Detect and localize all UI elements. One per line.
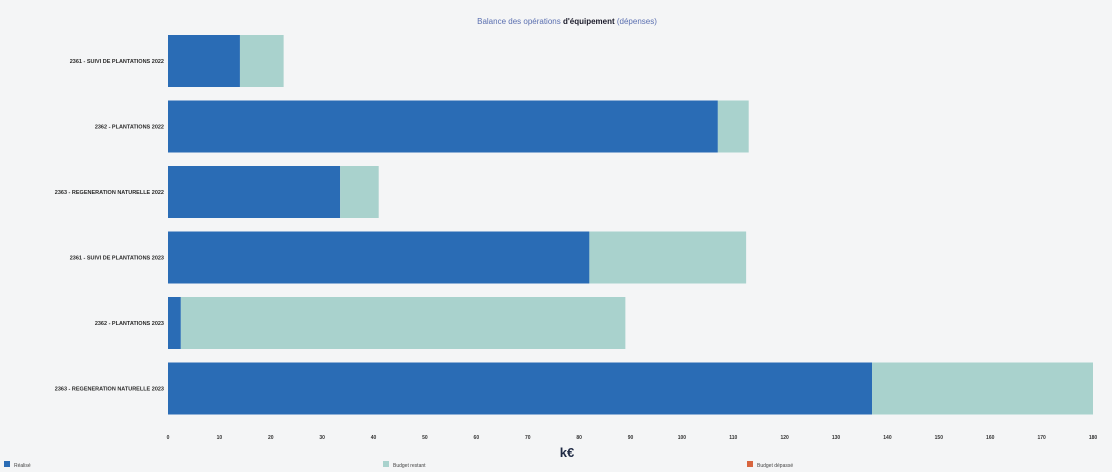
- legend-item[interactable]: Budget dépassé: [747, 461, 793, 469]
- legend-swatch: [747, 461, 753, 467]
- chart-title-part-2: d'équipement: [563, 17, 615, 26]
- category-label: 2362 - PLANTATIONS 2022: [95, 125, 164, 131]
- legend-label: Budget dépassé: [757, 463, 793, 469]
- x-tick-label: 150: [935, 435, 944, 441]
- bars-layer: [168, 35, 1093, 415]
- x-tick-label: 170: [1037, 435, 1046, 441]
- x-tick-label: 80: [576, 435, 582, 441]
- x-tick-label: 20: [268, 435, 274, 441]
- bar-segment-0[interactable]: [168, 297, 181, 349]
- x-tick-label: 30: [319, 435, 325, 441]
- bar-group: [168, 166, 379, 218]
- chart-title-part-1: Balance des opérations: [477, 17, 563, 26]
- legend-label: Budget restant: [393, 463, 426, 469]
- category-labels: 2361 - SUIVI DE PLANTATIONS 2022 2362 - P…: [55, 59, 164, 393]
- x-tick-label: 100: [678, 435, 687, 441]
- x-tick-label: 120: [780, 435, 789, 441]
- bar-segment-1[interactable]: [717, 100, 749, 153]
- x-tick-label: 130: [832, 435, 841, 441]
- bar-segment-0[interactable]: [168, 166, 341, 218]
- x-tick-label: 10: [217, 435, 223, 441]
- category-label: 2361 - SUIVI DE PLANTATIONS 2023: [70, 256, 164, 262]
- legend-swatch: [4, 461, 10, 467]
- bar-segment-1[interactable]: [340, 166, 379, 218]
- bar-group: [168, 231, 747, 284]
- chart-title: Balance des opérations d'équipement (dép…: [477, 17, 657, 26]
- legend: Réalisé Budget restant Budget dépassé: [4, 461, 793, 469]
- bar-group: [168, 100, 749, 153]
- legend-item[interactable]: Réalisé: [4, 461, 31, 469]
- bar-segment-1[interactable]: [589, 231, 747, 284]
- bar-segment-1[interactable]: [180, 297, 626, 349]
- x-tick-label: 140: [883, 435, 892, 441]
- legend-swatch: [383, 461, 389, 467]
- x-axis-title: k€: [560, 445, 574, 460]
- bar-segment-1[interactable]: [872, 362, 1093, 415]
- chart-title-part-3: (dépenses): [615, 17, 658, 26]
- legend-item[interactable]: Budget restant: [383, 461, 426, 469]
- bar-group: [168, 362, 1093, 415]
- x-tick-label: 0: [167, 435, 170, 441]
- category-label: 2362 - PLANTATIONS 2023: [95, 321, 164, 327]
- bar-group: [168, 35, 284, 87]
- x-tick-label: 70: [525, 435, 531, 441]
- bar-segment-0[interactable]: [168, 231, 590, 284]
- x-axis-ticks: 0 10 20 30 40 50 60 70 80 90 100 110 120 130 140 150 160…: [167, 435, 1098, 441]
- bar-segment-1[interactable]: [239, 35, 284, 87]
- legend-label: Réalisé: [14, 463, 31, 469]
- bar-segment-0[interactable]: [168, 35, 240, 87]
- x-tick-label: 50: [422, 435, 428, 441]
- bar-group: [168, 297, 626, 349]
- x-tick-label: 90: [628, 435, 634, 441]
- category-label: 2363 - REGENERATION NATURELLE 2023: [55, 387, 164, 393]
- x-tick-label: 40: [371, 435, 377, 441]
- bar-segment-0[interactable]: [168, 100, 718, 153]
- category-label: 2363 - REGENERATION NATURELLE 2022: [55, 190, 164, 196]
- x-tick-label: 110: [729, 435, 737, 441]
- category-label: 2361 - SUIVI DE PLANTATIONS 2022: [70, 59, 164, 65]
- x-tick-label: 60: [474, 435, 480, 441]
- x-tick-label: 180: [1089, 435, 1098, 441]
- bar-segment-0[interactable]: [168, 362, 873, 415]
- x-tick-label: 160: [986, 435, 995, 441]
